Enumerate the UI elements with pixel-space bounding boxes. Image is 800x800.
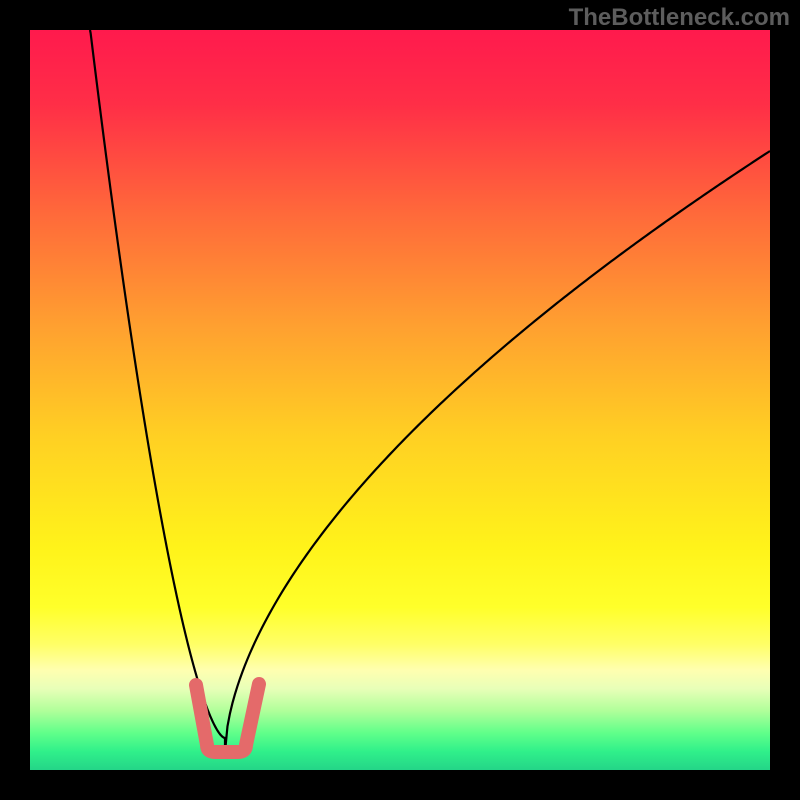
watermark-text: TheBottleneck.com bbox=[569, 4, 790, 32]
chart-container: TheBottleneck.com bbox=[0, 0, 800, 800]
bottleneck-curve-plot bbox=[0, 0, 800, 800]
